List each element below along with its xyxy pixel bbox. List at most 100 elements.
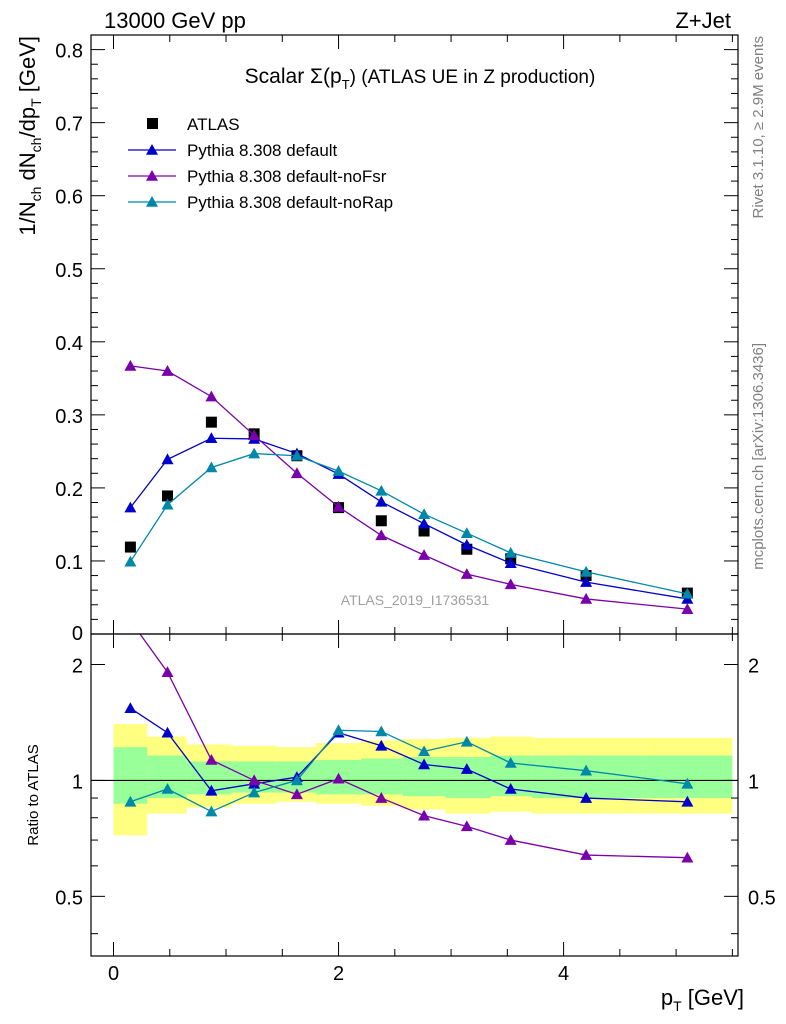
ratio-ylabel: Ratio to ATLAS [25, 744, 42, 845]
ratio-data-point [205, 805, 218, 817]
mcplots-label: mcplots.cern.ch [arXiv:1306.3436] [750, 343, 767, 570]
data-point-triangle [290, 449, 303, 461]
ylabel-c-sub: T [28, 98, 44, 107]
ratio-data-point [418, 809, 431, 821]
legend-marker-triangle [146, 196, 158, 207]
ratio-frame [90, 633, 739, 957]
xlabel-a: p [661, 985, 673, 1010]
data-point-triangle [504, 557, 517, 568]
data-point-triangle [290, 467, 303, 479]
data-point-triangle [580, 592, 593, 604]
ratio-data-point [332, 724, 345, 736]
data-point-triangle [375, 484, 388, 496]
legend-marker-triangle [146, 144, 158, 155]
ratio-data-point [580, 792, 593, 803]
ratio-xtick-label: 4 [558, 963, 569, 985]
ratio-xlabel: pT [GeV] [661, 985, 744, 1014]
ratio-series-marks [124, 634, 694, 863]
ratio-ytick-labels: 0.5 0.5 1 1 2 2 [55, 655, 776, 909]
main-ytick-label: 0.3 [55, 406, 83, 428]
legend-label: ATLAS [187, 115, 240, 134]
band-inner-segment [113, 747, 148, 804]
ratio-data-point [124, 702, 137, 714]
data-point-triangle [580, 565, 593, 577]
ratio-data-point [290, 788, 303, 800]
ratio-series-line [130, 729, 688, 813]
ratio-data-point [248, 786, 261, 798]
ylabel-c: /dp [15, 107, 40, 138]
ratio-data-point [580, 849, 593, 860]
ratio-data-point [161, 726, 174, 738]
ratio-data-point [248, 774, 261, 786]
data-point-triangle [580, 576, 593, 587]
data-point-triangle [205, 461, 218, 473]
ratio-data-point [460, 763, 473, 774]
main-ylabel: 1/Nch dNch/dpT [GeV] [15, 36, 44, 236]
main-ytick-labels: 0.1 0.2 0.3 0.4 0.5 0.6 0.7 0.8 0 [55, 41, 83, 645]
data-point-triangle [161, 498, 174, 510]
band-inner-segment [361, 758, 403, 795]
ratio-data-point [375, 792, 388, 803]
data-point-triangle [460, 538, 473, 550]
ratio-data-point [205, 784, 218, 796]
main-title-sub: T [342, 77, 350, 92]
main-title-post: ) (ATLAS UE in Z production) [350, 67, 596, 88]
xlabel-b: [GeV] [682, 985, 744, 1010]
series-line [130, 365, 688, 610]
data-point-triangle [504, 578, 517, 590]
data-point-triangle [460, 568, 473, 579]
data-point-triangle [681, 603, 694, 614]
legend-label: Pythia 8.308 default-noFsr [187, 167, 387, 186]
data-point-triangle [124, 555, 137, 567]
main-ytick-label: 0.5 [55, 260, 83, 282]
data-point-triangle [205, 432, 218, 444]
ratio-series-line [139, 634, 688, 859]
series-line [129, 452, 688, 595]
ratio-data-point [681, 777, 694, 789]
data-point-triangle [124, 501, 137, 513]
data-point-triangle [161, 453, 174, 465]
ratio-data-point [332, 772, 345, 784]
rivet-label: Rivet 3.1.10, ≥ 2.9M events [750, 36, 767, 219]
data-point-triangle [418, 549, 431, 560]
ratio-ytick-label-right: 0.5 [748, 887, 776, 909]
main-ytick-label: 0.1 [55, 552, 83, 574]
ratio-ytick-label: 2 [72, 655, 83, 677]
ratio-panel: 0.5 0.5 1 1 2 2 0 2 4 Ratio to ATLAS pT [GeV] [25, 633, 776, 1014]
data-point-triangle [418, 517, 431, 529]
data-point-triangle [375, 495, 388, 507]
main-ytick-label: 0.7 [55, 114, 83, 136]
ratio-axis-ticks [91, 634, 738, 956]
ratio-xtick-labels: 0 2 4 [108, 963, 569, 985]
ratio-ytick-label: 1 [72, 771, 83, 793]
legend-label: Pythia 8.308 default-noRap [187, 193, 393, 212]
data-point-atlas [205, 416, 217, 428]
ratio-data-point [124, 795, 137, 807]
ratio-uncertainty-bands [91, 724, 738, 836]
main-ytick-label: 0 [72, 623, 83, 645]
ratio-series-group [124, 634, 694, 863]
data-point-triangle [124, 359, 137, 371]
ratio-data-point [504, 756, 517, 768]
ratio-data-point [161, 666, 174, 677]
ratio-data-point [375, 739, 388, 751]
ratio-data-point [580, 764, 593, 776]
data-point-triangle [248, 447, 261, 459]
legend-marker-triangle [146, 170, 158, 181]
data-point-triangle [248, 429, 261, 441]
ratio-data-point [161, 782, 174, 794]
main-panel: 0.10.20.30.40.50.60.70.80 Scalar Σ(pT) (… [15, 34, 739, 645]
ratio-data-point [504, 834, 517, 845]
ylabel-a-sub: ch [28, 187, 44, 202]
data-point-triangle [205, 390, 218, 402]
legend: ATLAS Pythia 8.308 default Pythia 8.308 de… [128, 115, 393, 212]
ratio-data-point [460, 735, 473, 747]
ylabel-b-sub: ch [28, 138, 44, 153]
ratio-data-point [205, 753, 218, 765]
ratio-data-point [460, 820, 473, 832]
ratio-xtick-label: 0 [108, 963, 119, 985]
ratio-data-point [681, 851, 694, 863]
series-line [129, 437, 688, 600]
main-ytick-label: 0.4 [55, 333, 83, 355]
legend-marker-square [147, 118, 158, 129]
